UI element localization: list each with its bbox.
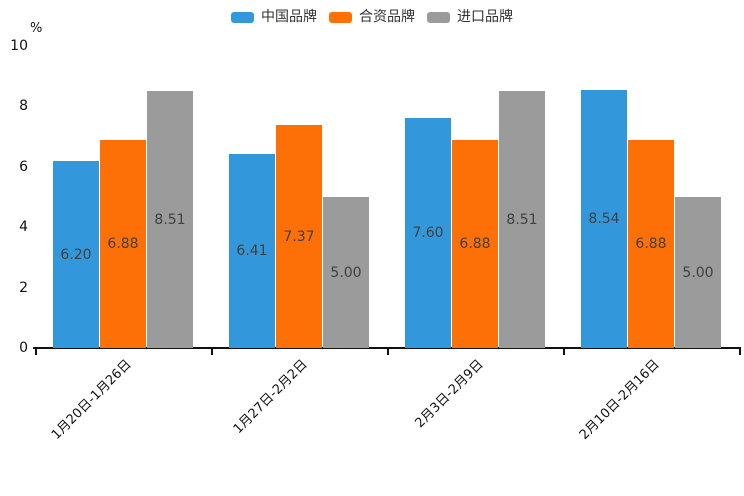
bar-value-label: 6.88 <box>107 236 139 252</box>
legend-item-0[interactable]: 中国品牌 <box>231 9 317 25</box>
bar-value-label: 8.51 <box>154 211 186 228</box>
bar-value-label: 6.41 <box>236 243 268 259</box>
legend-marker-icon <box>427 11 450 23</box>
x-category-label: 2月10日-2月16日 <box>576 357 663 443</box>
bar-中国品牌-1: 6.41 <box>229 154 275 348</box>
legend-marker-icon <box>329 11 352 23</box>
bar-进口品牌-1: 5.00 <box>323 197 369 348</box>
x-axis-tick <box>563 349 565 355</box>
bar-value-label: 8.51 <box>506 211 538 228</box>
legend-item-1[interactable]: 合资品牌 <box>329 9 415 25</box>
x-axis-tick <box>35 349 37 355</box>
bar-value-label: 5.00 <box>682 264 714 281</box>
bar-value-label: 6.88 <box>635 236 667 252</box>
x-axis-line <box>33 347 741 349</box>
y-tick-label: 6 <box>19 158 28 175</box>
x-axis-tick <box>739 349 741 355</box>
bar-value-label: 5.00 <box>330 264 362 281</box>
x-category-label: 1月27日-2月2日 <box>230 357 311 437</box>
y-tick-label: 4 <box>19 219 28 236</box>
bar-中国品牌-2: 7.60 <box>405 118 451 348</box>
bar-进口品牌-3: 5.00 <box>675 197 721 348</box>
bar-合资品牌-1: 7.37 <box>276 125 322 348</box>
bar-进口品牌-0: 8.51 <box>147 91 193 348</box>
legend-marker-icon <box>231 11 254 23</box>
y-tick-label: 0 <box>19 340 28 356</box>
bar-value-label: 7.37 <box>283 228 315 245</box>
bar-中国品牌-0: 6.20 <box>53 161 99 348</box>
x-axis-tick <box>387 349 389 355</box>
bar-合资品牌-0: 6.88 <box>100 140 146 348</box>
legend-label: 进口品牌 <box>457 9 513 25</box>
y-tick-label: 8 <box>19 98 28 115</box>
x-axis-tick <box>211 349 213 355</box>
x-category-label: 2月3日-2月9日 <box>412 357 487 432</box>
y-tick-label: 10 <box>10 38 28 54</box>
bar-进口品牌-2: 8.51 <box>499 91 545 348</box>
bar-value-label: 6.20 <box>60 246 92 263</box>
bar-value-label: 7.60 <box>412 225 444 241</box>
bar-value-label: 8.54 <box>588 211 620 227</box>
bar-合资品牌-3: 6.88 <box>628 140 674 348</box>
x-category-label: 1月20日-1月26日 <box>48 357 135 443</box>
legend: 中国品牌 合资品牌 进口品牌 <box>0 8 744 26</box>
bar-合资品牌-2: 6.88 <box>452 140 498 348</box>
y-tick-label: 2 <box>19 279 28 296</box>
bar-中国品牌-3: 8.54 <box>581 90 627 348</box>
legend-label: 合资品牌 <box>359 9 415 25</box>
legend-label: 中国品牌 <box>261 9 317 25</box>
legend-item-2[interactable]: 进口品牌 <box>427 9 513 25</box>
y-axis-unit-label: % <box>30 21 43 36</box>
bar-value-label: 6.88 <box>459 236 491 252</box>
